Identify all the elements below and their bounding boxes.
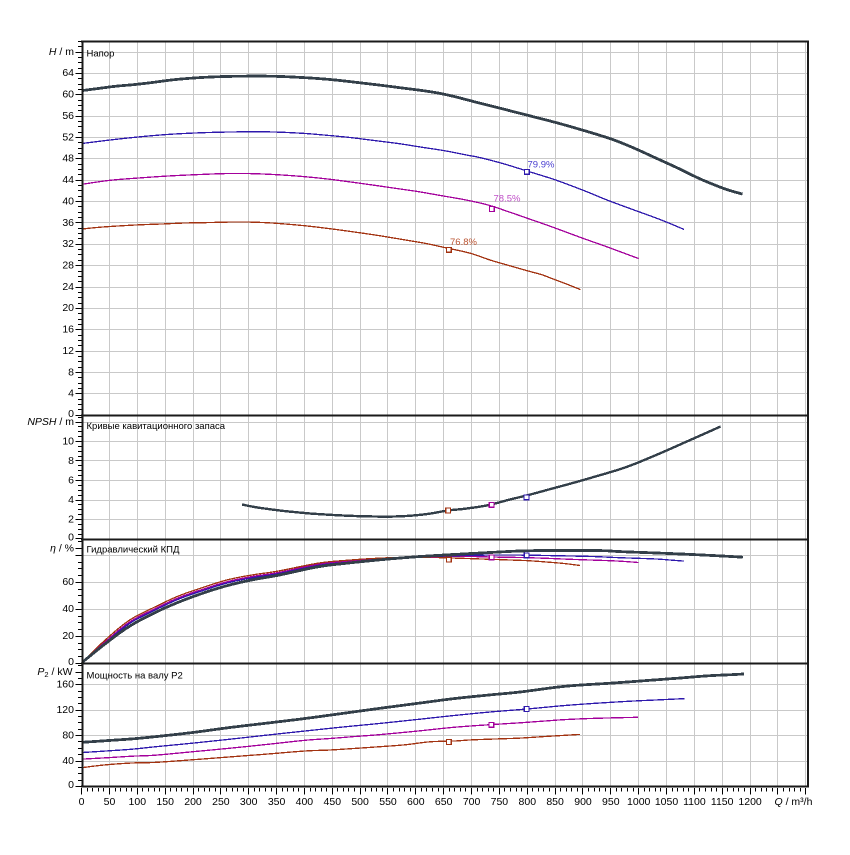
svg-text:900: 900: [574, 796, 592, 808]
svg-text:1050: 1050: [655, 796, 679, 808]
svg-text:0: 0: [68, 408, 74, 420]
svg-text:750: 750: [491, 796, 509, 808]
svg-text:4: 4: [68, 388, 74, 400]
svg-text:1150: 1150: [711, 796, 734, 808]
svg-text:32: 32: [62, 238, 74, 250]
svg-text:550: 550: [379, 796, 397, 808]
svg-text:36: 36: [62, 217, 74, 229]
svg-text:160: 160: [56, 679, 74, 691]
svg-text:6: 6: [68, 474, 74, 486]
svg-text:76.8%: 76.8%: [450, 237, 477, 248]
svg-text:28: 28: [62, 260, 74, 272]
svg-text:Напор: Напор: [87, 49, 115, 60]
svg-text:60: 60: [62, 576, 74, 588]
svg-text:1200: 1200: [738, 796, 762, 808]
svg-text:200: 200: [184, 796, 202, 808]
svg-text:60: 60: [62, 89, 74, 101]
svg-text:Кривые кавитационного запаса: Кривые кавитационного запаса: [87, 421, 226, 432]
svg-text:10: 10: [62, 435, 74, 447]
svg-text:950: 950: [602, 796, 620, 808]
svg-text:300: 300: [240, 796, 258, 808]
svg-text:52: 52: [62, 131, 74, 143]
svg-text:1000: 1000: [627, 796, 651, 808]
svg-text:800: 800: [519, 796, 537, 808]
svg-text:700: 700: [463, 796, 481, 808]
svg-text:500: 500: [351, 796, 369, 808]
svg-text:78.5%: 78.5%: [494, 193, 521, 204]
svg-text:120: 120: [56, 704, 74, 716]
svg-text:24: 24: [62, 281, 74, 293]
svg-text:20: 20: [62, 302, 74, 314]
svg-text:50: 50: [104, 796, 116, 808]
svg-text:P2 / kW: P2 / kW: [37, 666, 72, 679]
svg-text:H / m: H / m: [49, 46, 74, 58]
svg-text:150: 150: [156, 796, 174, 808]
svg-text:80: 80: [62, 729, 74, 741]
svg-text:Мощность на валу P2: Мощность на валу P2: [87, 671, 183, 682]
svg-text:0: 0: [68, 779, 74, 791]
svg-text:40: 40: [62, 603, 74, 615]
svg-text:100: 100: [129, 796, 147, 808]
svg-text:450: 450: [324, 796, 342, 808]
svg-text:350: 350: [268, 796, 286, 808]
svg-text:1100: 1100: [683, 796, 706, 808]
svg-text:40: 40: [62, 195, 74, 207]
svg-text:600: 600: [407, 796, 425, 808]
svg-text:250: 250: [212, 796, 230, 808]
svg-text:48: 48: [62, 153, 74, 165]
svg-text:64: 64: [62, 67, 74, 79]
svg-text:0: 0: [79, 796, 85, 808]
svg-text:12: 12: [62, 345, 74, 357]
svg-text:0: 0: [68, 656, 74, 668]
svg-text:56: 56: [62, 110, 74, 122]
svg-text:16: 16: [62, 324, 74, 336]
svg-text:η / %: η / %: [50, 542, 74, 554]
svg-text:NPSH / m: NPSH / m: [27, 416, 74, 428]
svg-text:Гидравлический КПД: Гидравлический КПД: [87, 545, 180, 556]
svg-text:4: 4: [68, 494, 74, 506]
svg-text:8: 8: [68, 455, 74, 467]
svg-text:44: 44: [62, 174, 74, 186]
svg-text:40: 40: [62, 755, 74, 767]
svg-text:79.9%: 79.9%: [528, 160, 555, 171]
svg-text:0: 0: [68, 532, 74, 544]
svg-text:2: 2: [68, 513, 74, 525]
svg-text:650: 650: [435, 796, 453, 808]
svg-text:400: 400: [296, 796, 314, 808]
svg-text:8: 8: [68, 366, 74, 378]
svg-text:Q / m³/h: Q / m³/h: [775, 796, 813, 808]
svg-text:20: 20: [62, 630, 74, 642]
svg-text:850: 850: [546, 796, 564, 808]
